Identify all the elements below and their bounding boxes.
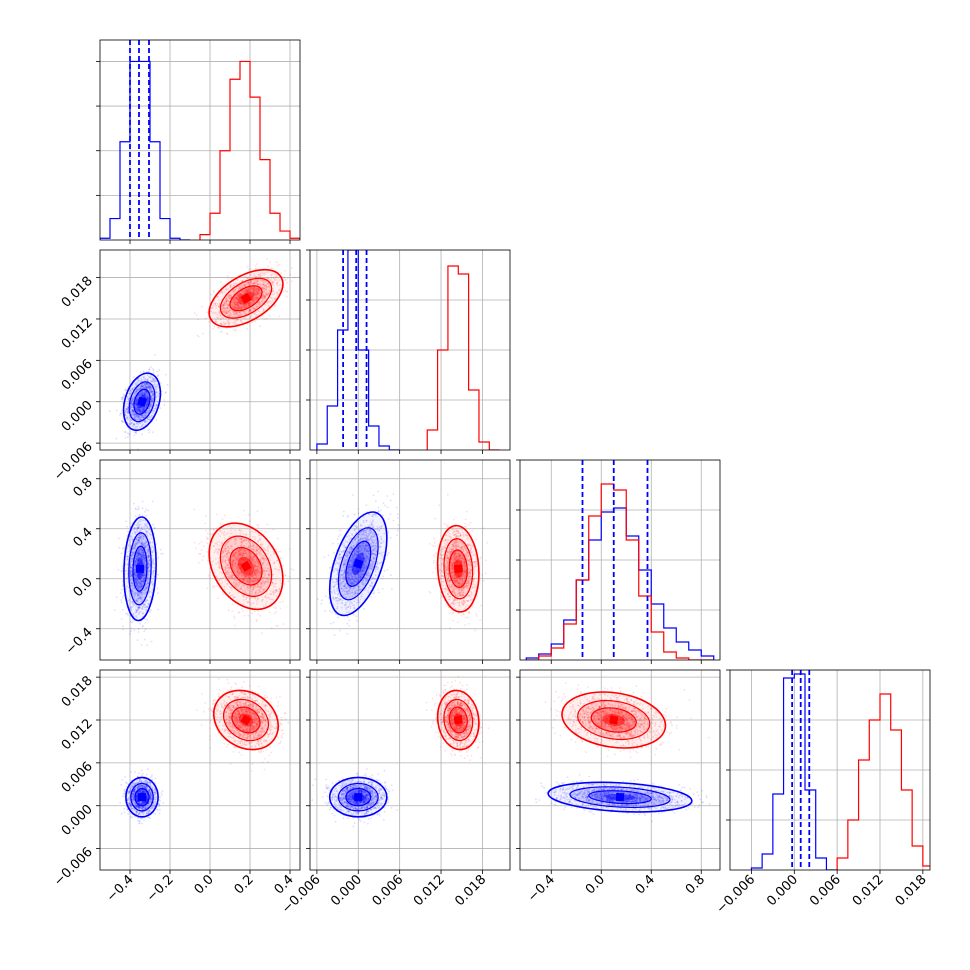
histogram-panel-2 — [516, 459, 721, 664]
y-tick-label: 0.018 — [59, 673, 96, 710]
density-peak — [240, 714, 252, 726]
density-red — [436, 689, 480, 751]
density-blue — [123, 516, 157, 622]
histogram-red — [526, 483, 714, 660]
density-red — [212, 689, 280, 751]
x-tick-label: 0.000 — [328, 872, 365, 909]
y-tick-label: 0.012 — [59, 716, 96, 753]
histogram-blue — [525, 507, 715, 660]
y-tick-label: 0.012 — [59, 315, 96, 352]
density-blue — [547, 781, 693, 813]
density-red — [208, 522, 284, 611]
x-tick-label: −0.2 — [144, 872, 177, 905]
x-tick-label: −0.4 — [104, 872, 137, 905]
histogram-panel-1 — [306, 249, 511, 454]
axes-frame — [519, 669, 721, 871]
y-tick-label: −0.006 — [51, 439, 96, 484]
contours — [328, 689, 480, 818]
histogram-red — [836, 693, 930, 870]
x-tick-label: 0.2 — [232, 872, 257, 897]
x-tick-label: 0.8 — [683, 872, 708, 897]
y-tick-label: 0.006 — [59, 759, 96, 796]
histogram-blue — [316, 250, 400, 450]
x-tick-label: −0.006 — [714, 872, 759, 917]
x-tick-label: 0.0 — [192, 872, 217, 897]
scatter-panel-1-0: −0.006 0.000 0.006 0.012 0.018 — [51, 249, 301, 484]
scatter-panel-2-1 — [306, 459, 511, 664]
x-tick-label: 0.012 — [850, 872, 887, 909]
x-tick-label: 0.006 — [370, 872, 407, 909]
contours — [123, 516, 284, 622]
density-peak — [615, 792, 625, 802]
density-red — [208, 268, 284, 328]
histogram-panel-3: −0.006 0.000 0.006 0.012 0.018 — [714, 669, 931, 917]
scatter-panel-3-2: −0.4 0.0 0.4 0.8 — [516, 669, 721, 905]
density-peak — [135, 564, 145, 573]
axes-frame — [99, 459, 301, 661]
density-peak — [454, 564, 463, 573]
axes-frame — [309, 669, 511, 871]
x-tick-label: 0.018 — [452, 872, 489, 909]
axes-frame — [729, 669, 931, 871]
y-tick-label: 0.4 — [71, 525, 96, 550]
density-peak — [609, 715, 619, 725]
x-tick-label: 0.012 — [411, 872, 448, 909]
histogram-blue — [750, 673, 838, 870]
density-peak — [453, 715, 463, 725]
contours — [125, 689, 280, 818]
contours — [122, 268, 284, 432]
histogram-red — [199, 60, 300, 240]
x-tick-label: 0.4 — [633, 872, 658, 897]
axes-frame — [99, 669, 301, 871]
density-red — [436, 524, 480, 613]
density-blue — [125, 776, 159, 818]
density-peak — [137, 396, 147, 407]
y-tick-label: 0.006 — [59, 357, 96, 394]
y-tick-label: 0.8 — [71, 475, 96, 500]
axes-frame — [99, 39, 301, 241]
density-peak — [353, 558, 364, 569]
axes-frame — [99, 249, 301, 451]
contours — [328, 511, 480, 617]
density-red — [561, 691, 667, 749]
x-tick-label: 0.0 — [583, 872, 608, 897]
y-tick-label: −0.006 — [51, 845, 96, 890]
density-blue — [122, 372, 162, 432]
histogram-blue — [100, 60, 190, 240]
y-tick-label: 0.000 — [59, 398, 96, 435]
histogram-red — [426, 265, 500, 450]
y-tick-label: −0.4 — [63, 625, 96, 658]
density-peak — [240, 292, 252, 304]
density-blue — [328, 511, 388, 617]
y-tick-label: 0.0 — [71, 575, 96, 600]
x-tick-label: 0.000 — [764, 872, 801, 909]
axes-frame — [309, 459, 511, 661]
scatter-panel-2-0: −0.4 0.0 0.4 0.8 — [63, 459, 301, 664]
scatter-panel-3-1: −0.006 0.000 0.006 0.012 0.018 — [279, 669, 511, 917]
x-tick-label: 0.006 — [807, 872, 844, 909]
axes-frame — [519, 459, 721, 661]
histogram-panel-0 — [96, 39, 301, 244]
x-tick-label: −0.4 — [525, 872, 558, 905]
density-peak — [240, 560, 252, 572]
y-tick-label: 0.018 — [59, 274, 96, 311]
density-peak — [138, 793, 146, 802]
x-tick-label: 0.018 — [893, 872, 930, 909]
contours — [547, 691, 693, 813]
scatter-panel-3-0: −0.4 −0.2 0.0 0.2 0.4−0.0060.0000.0060.0120.… — [51, 669, 301, 905]
density-peak — [354, 793, 363, 802]
density-blue — [328, 776, 388, 818]
axes-frame — [309, 249, 511, 451]
y-tick-label: 0.000 — [59, 802, 96, 839]
